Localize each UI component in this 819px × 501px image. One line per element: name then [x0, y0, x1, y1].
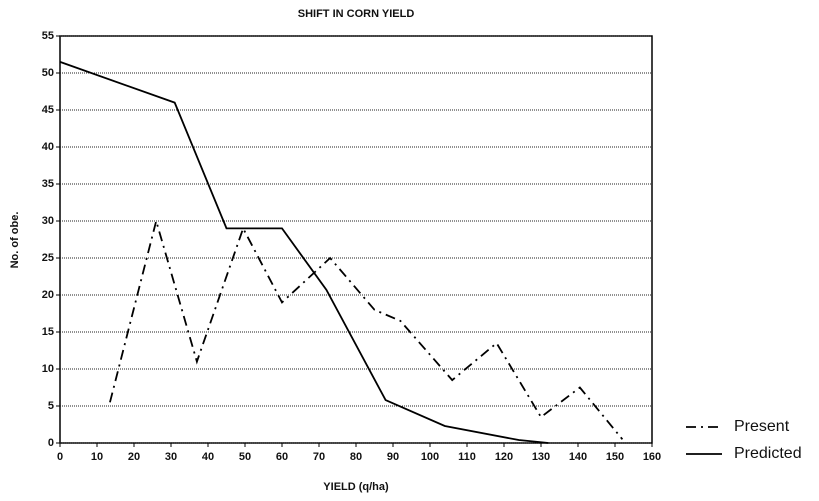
y-tick-label: 0	[48, 437, 54, 449]
x-tick-label: 140	[569, 451, 587, 463]
x-tick-label: 60	[276, 451, 288, 463]
x-tick-label: 80	[350, 451, 362, 463]
x-axis-label: YIELD (q/ha)	[323, 481, 389, 493]
legend-label: Present	[734, 418, 790, 435]
y-tick-label: 40	[42, 141, 54, 153]
x-tick-label: 90	[387, 451, 399, 463]
y-tick-label: 35	[42, 178, 54, 190]
x-tick-label: 100	[421, 451, 439, 463]
legend-label: Predicted	[734, 445, 802, 462]
x-tick-label: 40	[202, 451, 214, 463]
y-tick-label: 25	[42, 252, 54, 264]
x-tick-label: 120	[495, 451, 513, 463]
y-tick-label: 50	[42, 67, 54, 79]
x-tick-label: 160	[643, 451, 661, 463]
x-tick-label: 150	[606, 451, 624, 463]
y-tick-label: 20	[42, 289, 54, 301]
y-tick-label: 30	[42, 215, 54, 227]
y-tick-label: 55	[42, 30, 54, 42]
series-line	[59, 61, 549, 444]
x-tick-label: 0	[57, 451, 63, 463]
x-tick-label: 130	[532, 451, 550, 463]
x-tick-label: 30	[165, 451, 177, 463]
plot-frame	[59, 35, 653, 444]
x-tick-label: 10	[91, 451, 103, 463]
y-axis-label: No. of obe.	[9, 212, 21, 269]
y-tick-label: 5	[48, 400, 54, 412]
series-line	[109, 217, 624, 440]
y-tick-label: 45	[42, 104, 54, 116]
x-tick-label: 20	[128, 451, 140, 463]
x-tick-label: 50	[239, 451, 251, 463]
x-tick-label: 70	[313, 451, 325, 463]
x-tick-label: 110	[458, 451, 476, 463]
y-tick-label: 15	[42, 326, 54, 338]
y-tick-label: 10	[42, 363, 54, 375]
chart-title: SHIFT IN CORN YIELD	[298, 8, 415, 20]
